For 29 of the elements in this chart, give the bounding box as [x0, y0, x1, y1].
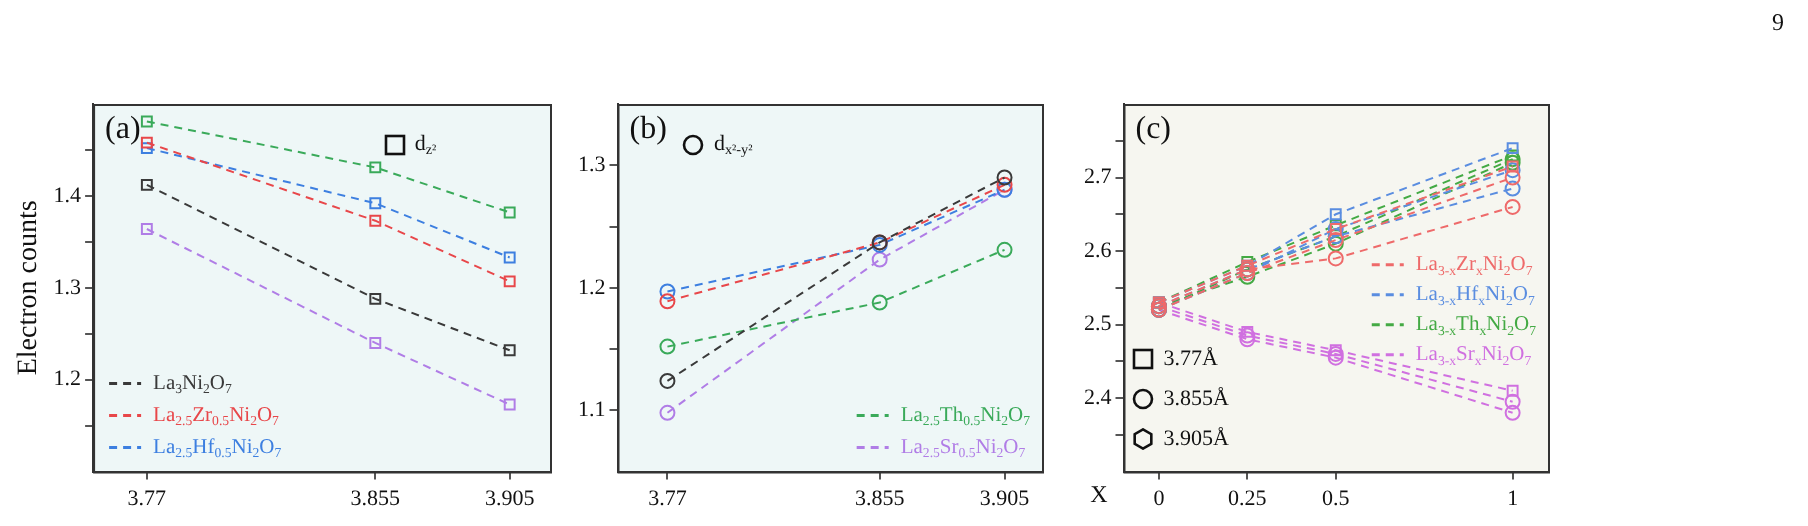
x-tick-label: 3.905: [979, 486, 1031, 511]
annotation: 3.905Å: [1163, 425, 1229, 452]
x-axis-title: X: [1090, 479, 1109, 508]
chart-title: (a): [105, 112, 141, 147]
x-tick-label: 3.855: [350, 486, 402, 511]
x-tick-label: 0: [1153, 486, 1166, 511]
x-tick-label: 3.855: [854, 486, 906, 511]
y-tick-label: 2.4: [1084, 385, 1113, 410]
chart-title: (b): [629, 112, 667, 147]
x-tick-label: 0.25: [1228, 486, 1268, 511]
y-tick-label: 1.3: [53, 275, 83, 300]
y-axis-title: Electron counts: [14, 200, 45, 376]
y-tick-label: 2.5: [1084, 312, 1113, 337]
y-tick-label: 2.7: [1084, 165, 1113, 190]
annotation: 3.77Å: [1163, 345, 1218, 372]
y-tick-label: 1.2: [53, 367, 82, 392]
y-tick-label: 1.2: [578, 275, 606, 300]
text: 9: [1772, 8, 1784, 38]
x-tick-label: 1: [1507, 486, 1519, 511]
chart-title: (c): [1135, 112, 1172, 147]
y-tick-label: 1.4: [53, 183, 83, 208]
x-tick-label: 0.5: [1322, 486, 1351, 511]
x-tick-label: 3.77: [648, 486, 688, 511]
x-tick-label: 3.905: [484, 486, 536, 511]
y-tick-label: 1.3: [578, 153, 607, 178]
y-tick-label: 2.6: [1084, 238, 1113, 263]
annotation: 3.855Å: [1163, 385, 1229, 412]
y-tick-label: 1.1: [578, 398, 606, 423]
x-tick-label: 3.77: [127, 486, 168, 511]
